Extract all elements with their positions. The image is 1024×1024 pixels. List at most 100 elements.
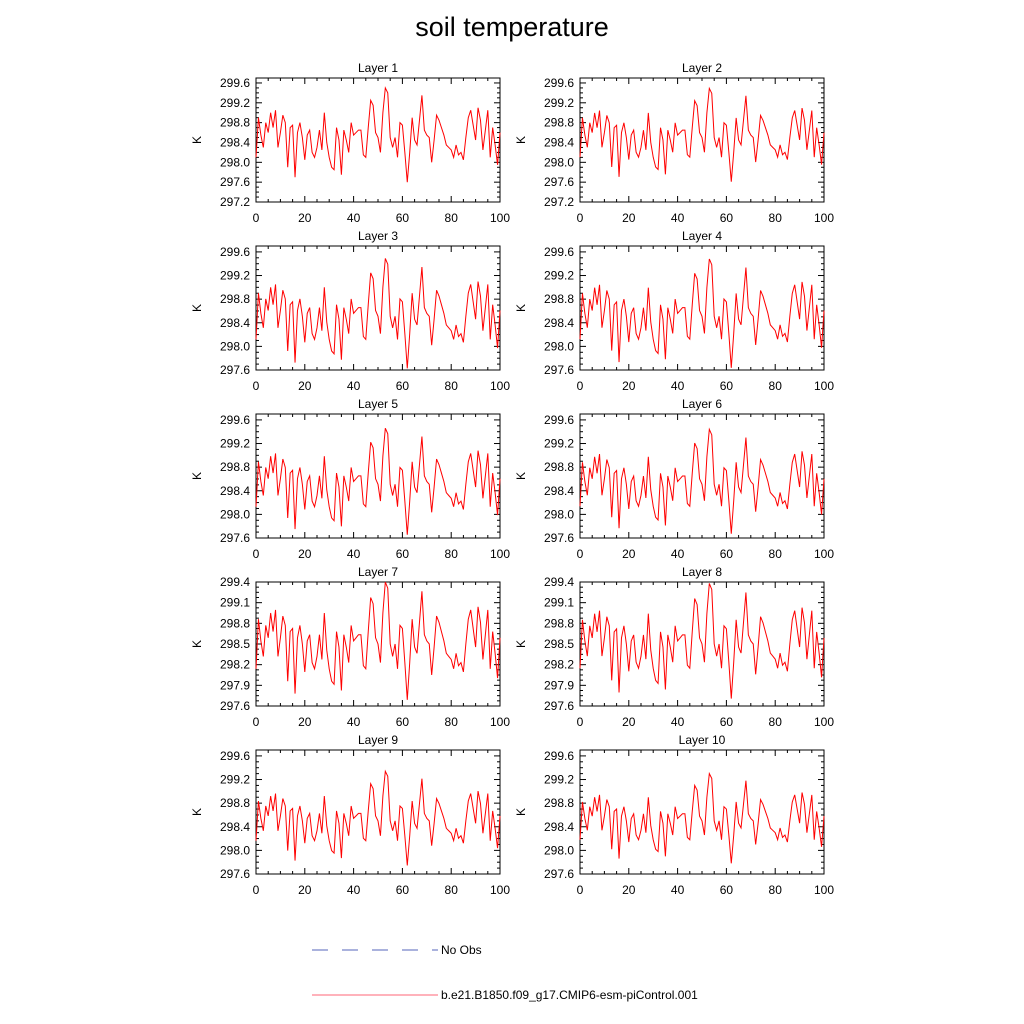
panel-2-xtick-label: 40 bbox=[671, 211, 685, 225]
panel-9-ytick-label: 299.6 bbox=[220, 749, 250, 763]
panel-2-ytick-label: 298.4 bbox=[544, 135, 574, 149]
panel-7-ytick-label: 299.4 bbox=[220, 575, 250, 589]
panel-1-ytick-label: 297.6 bbox=[220, 175, 250, 189]
panel-3-title: Layer 3 bbox=[358, 229, 398, 243]
panel-5-ytick-label: 299.2 bbox=[220, 437, 250, 451]
chart-title: soil temperature bbox=[415, 12, 609, 42]
panel-7-ytick-label: 298.8 bbox=[220, 616, 250, 630]
panel-2-ytick-label: 298.0 bbox=[544, 155, 574, 169]
panel-8-xtick-label: 100 bbox=[814, 715, 834, 729]
panel-8-xtick-label: 0 bbox=[577, 715, 584, 729]
panel-7-xtick-label: 80 bbox=[445, 715, 459, 729]
panel-7-title: Layer 7 bbox=[358, 565, 398, 579]
panel-3-xtick-label: 40 bbox=[347, 379, 361, 393]
panel-8-ytick-label: 297.6 bbox=[544, 699, 574, 713]
panel-9-ytick-label: 298.0 bbox=[220, 843, 250, 857]
panel-10-xtick-label: 60 bbox=[720, 883, 734, 897]
panel-7-xtick-label: 60 bbox=[396, 715, 410, 729]
panel-10-series-line bbox=[579, 771, 825, 864]
panel-2-xtick-label: 0 bbox=[577, 211, 584, 225]
panel-10-ylabel: K bbox=[514, 808, 528, 816]
panel-6-xtick-label: 20 bbox=[622, 547, 636, 561]
panel-4-title: Layer 4 bbox=[682, 229, 722, 243]
panel-5-series-line bbox=[255, 427, 501, 535]
panel-2-ytick-label: 298.8 bbox=[544, 116, 574, 130]
panel-7-ylabel: K bbox=[190, 640, 204, 648]
panel-8-ytick-label: 299.1 bbox=[544, 596, 574, 610]
panel-7-ytick-label: 297.9 bbox=[220, 678, 250, 692]
panel-2-xtick-label: 60 bbox=[720, 211, 734, 225]
panel-2-ytick-label: 299.6 bbox=[544, 76, 574, 90]
panel-6-series-line bbox=[579, 427, 825, 534]
panel-5-ytick-label: 298.0 bbox=[220, 507, 250, 521]
panel-4-xtick-label: 40 bbox=[671, 379, 685, 393]
panel-9-ylabel: K bbox=[190, 808, 204, 816]
panel-4-xtick-label: 80 bbox=[769, 379, 783, 393]
panel-10-title: Layer 10 bbox=[679, 733, 726, 747]
panel-4-ylabel: K bbox=[514, 304, 528, 312]
panel-9-xtick-label: 100 bbox=[490, 883, 510, 897]
panel-1-ytick-label: 298.8 bbox=[220, 116, 250, 130]
panel-8-xtick-label: 20 bbox=[622, 715, 636, 729]
panel-9-xtick-label: 60 bbox=[396, 883, 410, 897]
panel-2-xtick-label: 80 bbox=[769, 211, 783, 225]
panel-8-title: Layer 8 bbox=[682, 565, 722, 579]
panel-4-ytick-label: 297.6 bbox=[544, 363, 574, 377]
panel-4-xtick-label: 0 bbox=[577, 379, 584, 393]
panel-5-xtick-label: 40 bbox=[347, 547, 361, 561]
panel-4-xtick-label: 100 bbox=[814, 379, 834, 393]
panel-5-xtick-label: 60 bbox=[396, 547, 410, 561]
panel-9-ytick-label: 299.2 bbox=[220, 773, 250, 787]
panel-10-xtick-label: 80 bbox=[769, 883, 783, 897]
panel-3-xtick-label: 60 bbox=[396, 379, 410, 393]
panel-1-xtick-label: 40 bbox=[347, 211, 361, 225]
panel-5-ytick-label: 299.6 bbox=[220, 413, 250, 427]
panel-7-xtick-label: 0 bbox=[253, 715, 260, 729]
panel-3-xtick-label: 80 bbox=[445, 379, 459, 393]
panel-3-xtick-label: 0 bbox=[253, 379, 260, 393]
panel-6-ytick-label: 297.6 bbox=[544, 531, 574, 545]
panel-6-xtick-label: 40 bbox=[671, 547, 685, 561]
panel-6-xtick-label: 0 bbox=[577, 547, 584, 561]
legend-label-no-obs: No Obs bbox=[441, 943, 482, 957]
panel-4-xtick-label: 60 bbox=[720, 379, 734, 393]
panel-1-xtick-label: 20 bbox=[298, 211, 312, 225]
panel-5-title: Layer 5 bbox=[358, 397, 398, 411]
panel-5-ytick-label: 297.6 bbox=[220, 531, 250, 545]
panel-3-series-line bbox=[255, 258, 501, 369]
panel-6-ytick-label: 298.4 bbox=[544, 484, 574, 498]
panel-4-series-line bbox=[579, 258, 825, 368]
panel-5-ylabel: K bbox=[190, 472, 204, 480]
panel-1-xtick-label: 80 bbox=[445, 211, 459, 225]
panel-4-ytick-label: 299.2 bbox=[544, 269, 574, 283]
panel-8-ytick-label: 298.5 bbox=[544, 637, 574, 651]
panel-1-ylabel: K bbox=[190, 136, 204, 144]
panel-1-xtick-label: 100 bbox=[490, 211, 510, 225]
panel-6-ytick-label: 299.6 bbox=[544, 413, 574, 427]
panel-9-series-line bbox=[255, 769, 501, 866]
panel-9-ytick-label: 297.6 bbox=[220, 867, 250, 881]
panel-3-ytick-label: 298.0 bbox=[220, 339, 250, 353]
panel-1-ytick-label: 297.2 bbox=[220, 195, 250, 209]
panel-8-xtick-label: 80 bbox=[769, 715, 783, 729]
panel-5-xtick-label: 0 bbox=[253, 547, 260, 561]
panel-3-ytick-label: 297.6 bbox=[220, 363, 250, 377]
panel-10-xtick-label: 20 bbox=[622, 883, 636, 897]
panel-5-xtick-label: 20 bbox=[298, 547, 312, 561]
panel-9-ytick-label: 298.4 bbox=[220, 820, 250, 834]
panel-10-ytick-label: 298.4 bbox=[544, 820, 574, 834]
panel-10-xtick-label: 40 bbox=[671, 883, 685, 897]
panel-10-xtick-label: 100 bbox=[814, 883, 834, 897]
panel-1-xtick-label: 0 bbox=[253, 211, 260, 225]
panel-1-ytick-label: 298.4 bbox=[220, 135, 250, 149]
panel-9-xtick-label: 0 bbox=[253, 883, 260, 897]
panel-1-xtick-label: 60 bbox=[396, 211, 410, 225]
panel-3-ytick-label: 298.8 bbox=[220, 292, 250, 306]
panel-3-xtick-label: 20 bbox=[298, 379, 312, 393]
panel-5-ytick-label: 298.8 bbox=[220, 460, 250, 474]
panel-4-ytick-label: 298.8 bbox=[544, 292, 574, 306]
panel-10-ytick-label: 298.0 bbox=[544, 843, 574, 857]
panel-8-ytick-label: 299.4 bbox=[544, 575, 574, 589]
panel-8-ylabel: K bbox=[514, 640, 528, 648]
